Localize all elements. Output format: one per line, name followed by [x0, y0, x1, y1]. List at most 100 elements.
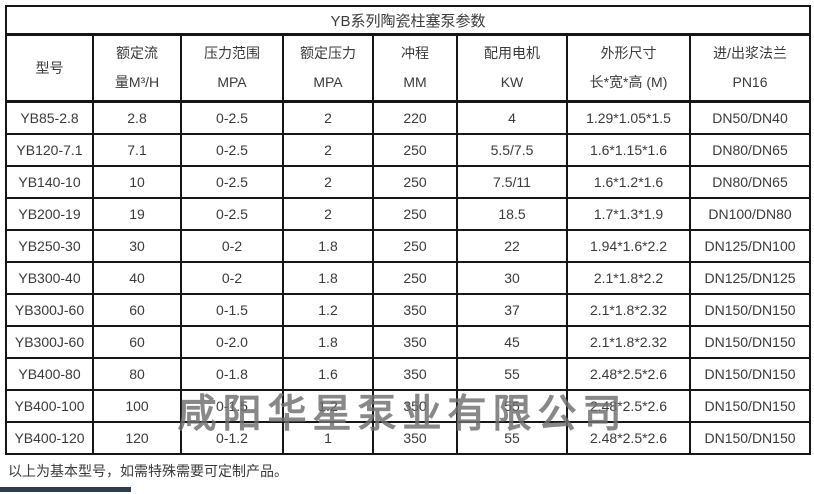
table-cell: DN150/DN150	[688, 293, 812, 327]
table-cell: 1.2	[282, 293, 374, 327]
table-cell: DN125/DN100	[688, 229, 812, 263]
table-cell: 0-1.5	[180, 293, 284, 327]
table-cell: YB300-40	[5, 261, 94, 295]
table-cell: 0-2.5	[180, 133, 284, 167]
table-cell: 1.6	[282, 357, 374, 391]
table-cell: 0-1.2	[180, 421, 284, 455]
table-row: YB300J-60 60 0-2.0 1.8 350 45 2.1*1.8*2.32 DN15…	[5, 325, 812, 359]
table-cell: 2.1*1.8*2.32	[566, 325, 691, 359]
table-cell: 22	[456, 229, 568, 263]
column-header-line2: 量M³/H	[114, 74, 160, 90]
table-cell: 2.1*1.8*2.32	[566, 293, 691, 327]
table-body: YB85-2.8 2.8 0-2.5 2 220 4 1.29*1.05*1.5 DN50/D…	[5, 100, 812, 455]
table-cell: 80	[92, 357, 182, 391]
column-header-line2: 长*宽*高 (M)	[589, 74, 668, 90]
table-cell: 45	[456, 325, 568, 359]
table-cell: 10	[92, 165, 182, 199]
table-cell: YB400-120	[5, 421, 94, 455]
column-header: 配用电机 KW	[456, 33, 568, 103]
table-row: YB300-40 40 0-2 1.8 250 30 2.1*1.8*2.2 DN125/DN…	[5, 261, 812, 295]
table-cell: 1.2	[282, 389, 374, 423]
table-cell: 350	[372, 421, 458, 455]
table-cell: 100	[92, 389, 182, 423]
column-header: 冲程 MM	[372, 33, 458, 103]
table-cell: 2.1*1.8*2.2	[566, 261, 691, 295]
table-cell: 1.6*1.2*1.6	[566, 165, 691, 199]
column-header-line1: 额定压力	[300, 45, 356, 61]
column-header-line2: KW	[500, 74, 524, 90]
table-cell: 2	[282, 197, 374, 231]
table-cell: 55	[456, 421, 568, 455]
table-cell: 1.8	[282, 229, 374, 263]
column-header-line2: MPA	[217, 74, 247, 90]
table-cell: DN150/DN150	[688, 325, 812, 359]
table-cell: 5.5/7.5	[456, 133, 568, 167]
table-cell: 0-2.0	[180, 325, 284, 359]
table-title-row: YB系列陶瓷柱塞泵参数	[4, 5, 812, 36]
cutoff-section-bar	[0, 487, 131, 492]
table-cell: YB85-2.8	[5, 100, 94, 135]
table-cell: 7.5/11	[456, 165, 568, 199]
table-cell: 1.7*1.3*1.9	[566, 197, 691, 231]
table-cell: DN150/DN150	[688, 357, 812, 391]
column-header-line1: 进/出浆法兰	[713, 45, 787, 61]
column-header: 进/出浆法兰 PN16	[688, 33, 812, 103]
table-cell: DN80/DN65	[688, 133, 812, 167]
table-cell: 2	[282, 133, 374, 167]
table-cell: 1	[282, 421, 374, 455]
column-header-line1: 型号	[35, 59, 64, 76]
table-cell: 55	[456, 357, 568, 391]
table-row: YB200-19 19 0-2.5 2 250 18.5 1.7*1.3*1.9 DN100/…	[5, 197, 812, 231]
table-cell: 350	[372, 389, 458, 423]
table-title: YB系列陶瓷柱塞泵参数	[4, 5, 812, 36]
table-cell: DN150/DN150	[688, 421, 812, 455]
table-cell: 350	[372, 325, 458, 359]
table-cell: 2	[282, 100, 374, 135]
table-cell: 4	[456, 100, 568, 135]
table-row: YB300J-60 60 0-1.5 1.2 350 37 2.1*1.8*2.32 DN15…	[5, 293, 812, 327]
table-cell: YB250-30	[5, 229, 94, 263]
table-cell: DN125/DN125	[688, 261, 812, 295]
table-cell: DN80/DN65	[688, 165, 812, 199]
table-cell: 55	[456, 389, 568, 423]
footer-note: 以上为基本型号，如需特殊需要可定制产品。	[8, 463, 288, 479]
column-header-line1: 配用电机	[484, 45, 540, 61]
table-row: YB400-80 80 0-1.8 1.6 350 55 2.48*2.5*2.6 DN150…	[5, 357, 812, 391]
column-header: 压力范围 MPA	[180, 33, 284, 103]
table-cell: 60	[92, 325, 182, 359]
column-header-line1: 外形尺寸	[600, 45, 657, 61]
column-header-line1: 额定流	[116, 45, 158, 61]
table-cell: 2.48*2.5*2.6	[566, 357, 691, 391]
table-cell: 30	[456, 261, 568, 295]
table-header-row: 型号 额定流 量M³/H 压力范围 MPA 额定压力 MPA 冲程 MM 配用电机 KW 外形尺寸 长*…	[5, 33, 812, 103]
table-cell: DN50/DN40	[688, 100, 812, 135]
table-cell: 120	[92, 421, 182, 455]
table-cell: 250	[372, 261, 458, 295]
table-cell: 1.8	[282, 325, 374, 359]
table-cell: 0-2	[180, 229, 284, 263]
table-cell: 2.8	[92, 100, 182, 135]
table-row: YB250-30 30 0-2 1.8 250 22 1.94*1.6*2.2 DN125/D…	[5, 229, 812, 263]
table-row: YB120-7.1 7.1 0-2.5 2 250 5.5/7.5 1.6*1.15*1.6…	[5, 133, 812, 167]
table-cell: 40	[92, 261, 182, 295]
table-cell: 250	[372, 197, 458, 231]
table-cell: 60	[92, 293, 182, 327]
table-cell: 2	[282, 165, 374, 199]
table-cell: 37	[456, 293, 568, 327]
table-cell: YB400-80	[5, 357, 94, 391]
table-cell: 350	[372, 357, 458, 391]
table-cell: 19	[92, 197, 182, 231]
table-cell: 1.8	[282, 261, 374, 295]
table-cell: 250	[372, 165, 458, 199]
table-cell: YB400-100	[5, 389, 94, 423]
table-cell: 0-1.5	[180, 389, 284, 423]
table-row: YB140-10 10 0-2.5 2 250 7.5/11 1.6*1.2*1.6 DN80…	[5, 165, 812, 199]
pump-spec-table: YB系列陶瓷柱塞泵参数 型号 额定流 量M³/H 压力范围 MPA 额定压力 MPA 冲程 MM…	[4, 5, 812, 455]
table-row: YB400-100 100 0-1.5 1.2 350 55 2.48*2.5*2.6 DN1…	[5, 389, 812, 423]
table-cell: 2.48*2.5*2.6	[566, 421, 691, 455]
table-cell: 0-2.5	[180, 165, 284, 199]
column-header: 额定压力 MPA	[282, 33, 374, 103]
column-header: 外形尺寸长*宽*高 (M)	[566, 33, 691, 103]
column-header-line2: PN16	[732, 74, 768, 90]
